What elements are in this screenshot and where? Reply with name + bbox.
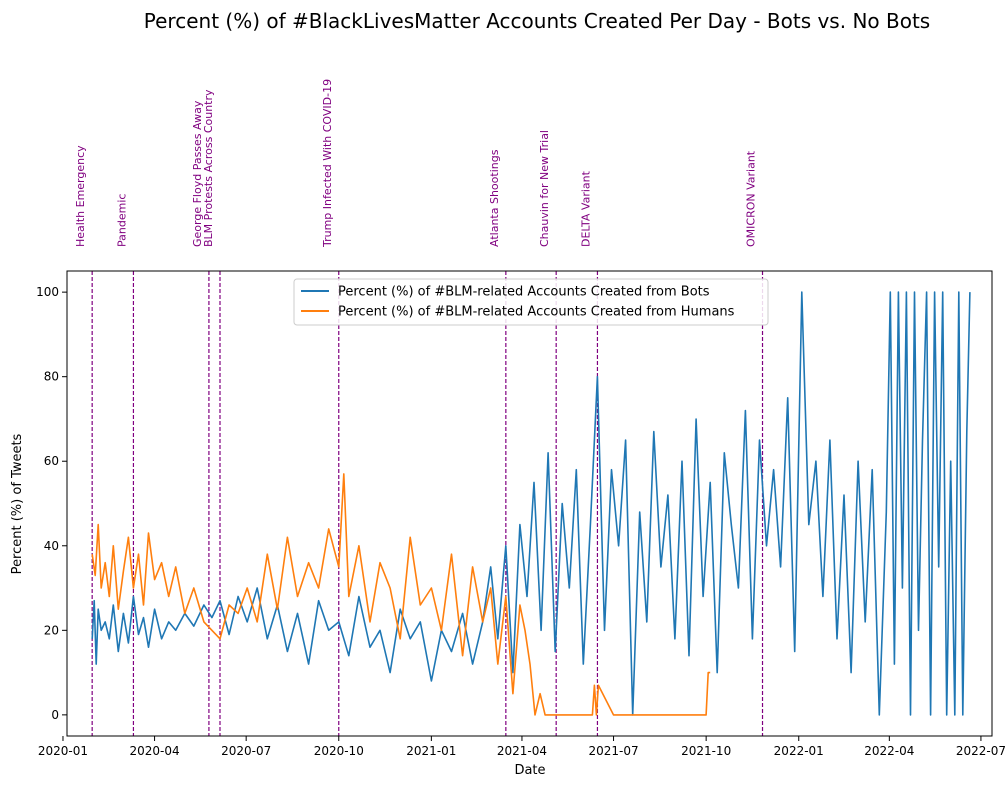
event-label: Pandemic — [115, 194, 128, 247]
event-label: DELTA Variant — [579, 170, 592, 247]
chart-title: Percent (%) of #BlackLivesMatter Account… — [144, 9, 930, 33]
event-label: Chauvin for New Trial — [538, 130, 551, 247]
event-label: Atlanta Shootings — [488, 149, 501, 247]
x-tick-label: 2022-01 — [774, 744, 824, 758]
event-label: BLM Protests Across Country — [202, 89, 215, 247]
series-line-humans — [91, 473, 711, 716]
x-tick-label: 2020-07 — [221, 744, 271, 758]
series-line-bots — [91, 291, 971, 716]
y-tick-label: 80 — [44, 370, 59, 384]
x-axis-label: Date — [514, 763, 545, 778]
legend-label: Percent (%) of #BLM-related Accounts Cre… — [338, 285, 710, 300]
event-label: George Floyd Passes Away — [191, 100, 204, 247]
y-tick-label: 60 — [44, 454, 59, 468]
x-tick-label: 2021-04 — [497, 744, 547, 758]
x-tick-label: 2022-07 — [956, 744, 1006, 758]
x-tick-label: 2020-01 — [38, 744, 88, 758]
plot-frame — [66, 270, 993, 737]
x-tick-label: 2020-04 — [129, 744, 179, 758]
event-label: OMICRON Variant — [745, 150, 758, 247]
x-tick-label: 2022-04 — [864, 744, 914, 758]
x-axis: 2020-01 2020-04 2020-07 2020-10 2021-01 2021-… — [38, 736, 1006, 758]
x-tick-label: 2021-01 — [406, 744, 456, 758]
x-tick-label: 2020-10 — [314, 744, 364, 758]
y-axis-label: Percent (%) of Tweets — [10, 433, 25, 574]
y-tick-label: 100 — [36, 285, 59, 299]
event-label: Health Emergency — [74, 145, 87, 247]
series-lines — [91, 291, 971, 716]
x-tick-label: 2021-07 — [588, 744, 638, 758]
y-tick-label: 40 — [44, 539, 59, 553]
event-markers: Health Emergency Pandemic George Floyd Pas… — [74, 79, 764, 736]
y-tick-label: 0 — [51, 708, 59, 722]
x-tick-label: 2021-10 — [681, 744, 731, 758]
event-label: Trump Infected With COVID-19 — [321, 79, 334, 248]
y-axis: 0 20 40 60 80 100 — [36, 285, 67, 722]
legend-label: Percent (%) of #BLM-related Accounts Cre… — [338, 305, 735, 320]
y-tick-label: 20 — [44, 623, 59, 637]
legend-box — [293, 278, 769, 326]
legend: Percent (%) of #BLM-related Accounts Cre… — [293, 278, 769, 326]
